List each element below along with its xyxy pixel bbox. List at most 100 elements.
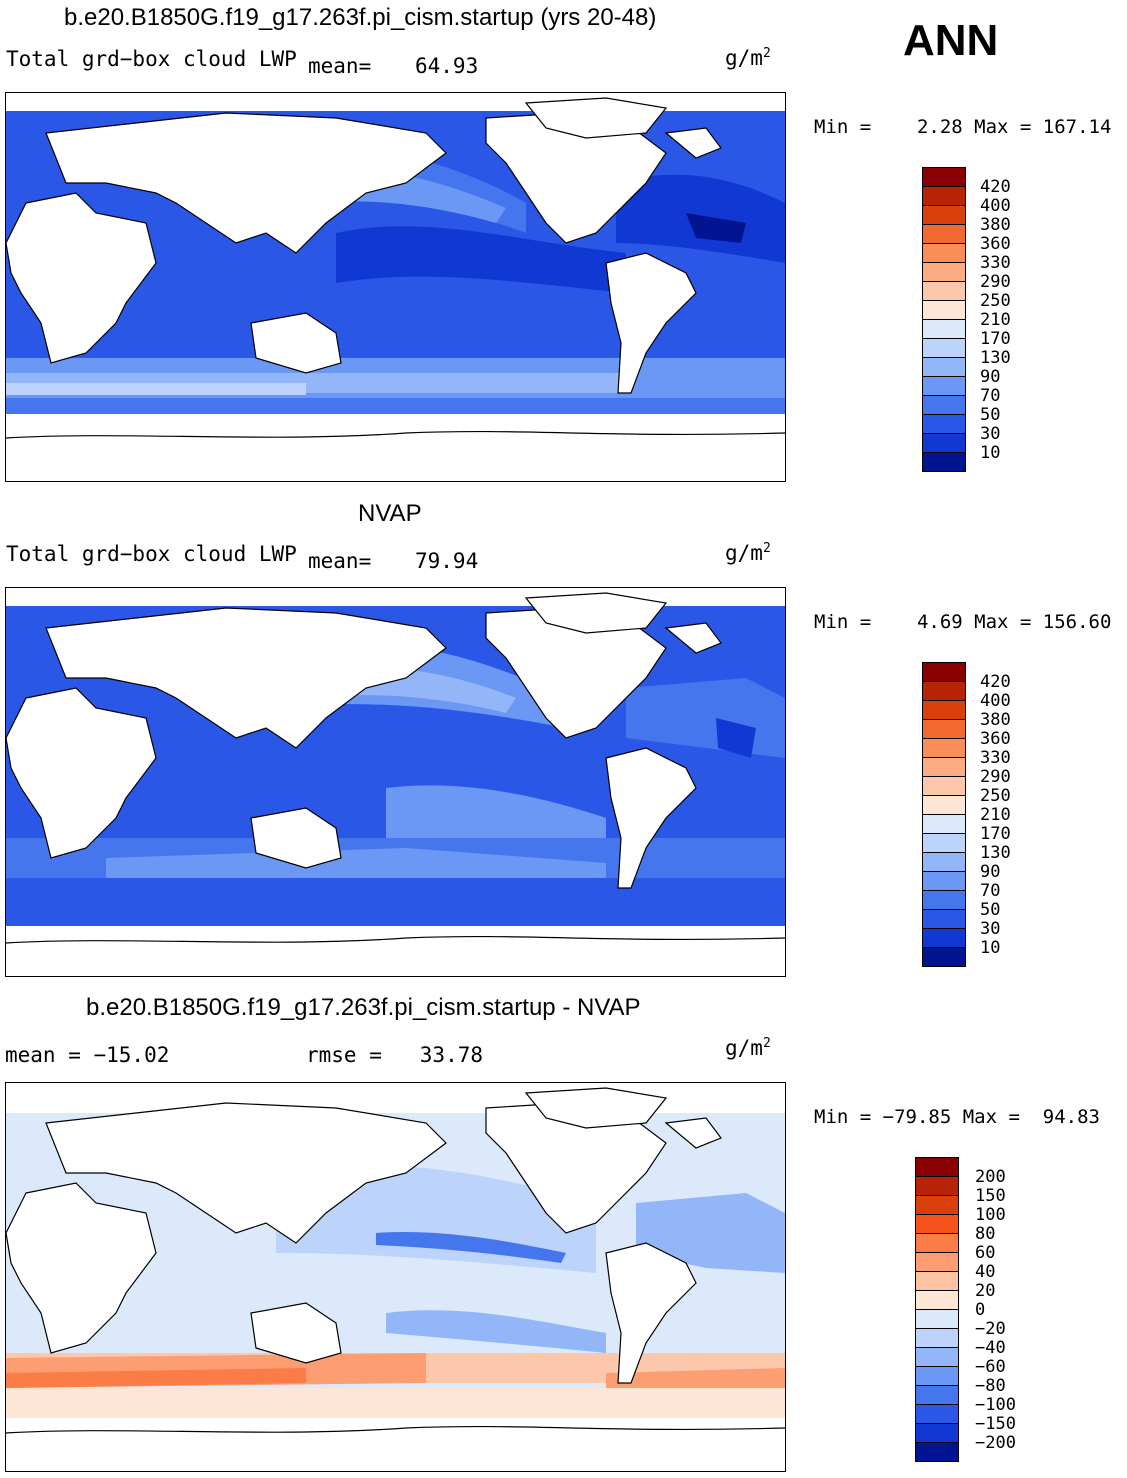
colorbar-tick-label: 210 <box>980 310 1011 330</box>
colorbar-segment <box>916 1234 958 1253</box>
panel3-mean: mean = −15.02 <box>5 1043 170 1067</box>
colorbar-tick-label: 290 <box>980 272 1011 292</box>
panel3-so-pos5 <box>6 1388 785 1418</box>
colorbar-segment <box>923 815 965 834</box>
colorbar-segment <box>923 206 965 225</box>
colorbar-segment <box>916 1272 958 1291</box>
season-label: ANN <box>903 16 999 65</box>
colorbar-tick-label: 360 <box>980 729 1011 749</box>
colorbar-tick-label: 380 <box>980 710 1011 730</box>
colorbar-tick-label: 150 <box>975 1186 1006 1206</box>
colorbar-tick-label: 130 <box>980 348 1011 368</box>
colorbar-segment <box>923 453 965 471</box>
colorbar-tick-label: 290 <box>980 767 1011 787</box>
colorbar-tick-label: 360 <box>980 234 1011 254</box>
panel1-title: b.e20.B1850G.f19_g17.263f.pi_cism.startu… <box>64 4 657 31</box>
colorbar-tick-label: 210 <box>980 805 1011 825</box>
colorbar-segment <box>923 948 965 966</box>
colorbar-segment <box>923 358 965 377</box>
colorbar-segment <box>923 301 965 320</box>
colorbar-tick-label: −60 <box>975 1357 1006 1377</box>
panel3-continents <box>6 1087 722 1384</box>
colorbar-segment <box>923 682 965 701</box>
panel2-colorbar <box>922 662 966 967</box>
panel3-antarctica <box>6 1418 785 1471</box>
colorbar-tick-label: 250 <box>980 786 1011 806</box>
colorbar-tick-label: 200 <box>975 1167 1006 1187</box>
colorbar-tick-label: 330 <box>980 748 1011 768</box>
colorbar-segment <box>923 910 965 929</box>
colorbar-tick-label: 40 <box>975 1262 996 1282</box>
colorbar-segment <box>923 853 965 872</box>
colorbar-tick-label: 70 <box>980 881 1001 901</box>
colorbar-segment <box>923 434 965 453</box>
panel1-units: g/m2 <box>725 46 771 70</box>
panel2-mean-value: 79.94 <box>415 549 479 573</box>
panel3-colorbar <box>915 1157 959 1462</box>
colorbar-segment <box>923 701 965 720</box>
colorbar-segment <box>923 168 965 187</box>
colorbar-tick-label: 170 <box>980 824 1011 844</box>
panel3-spac-band <box>386 1310 606 1353</box>
colorbar-tick-label: 380 <box>980 215 1011 235</box>
panel2-so-band2 <box>106 848 606 878</box>
colorbar-tick-label: 50 <box>980 405 1001 425</box>
panel1-continents <box>6 97 722 394</box>
panel3-so-pos3 <box>6 1368 306 1388</box>
colorbar-segment <box>923 796 965 815</box>
colorbar-segment <box>916 1443 958 1461</box>
panel1-map-canvas <box>6 97 785 481</box>
colorbar-tick-label: 20 <box>975 1281 996 1301</box>
colorbar-tick-label: 0 <box>975 1300 986 1320</box>
colorbar-segment <box>916 1215 958 1234</box>
colorbar-segment <box>923 244 965 263</box>
colorbar-segment <box>916 1329 958 1348</box>
colorbar-tick-label: −20 <box>975 1319 1006 1339</box>
panel1-antarctica <box>6 415 785 481</box>
colorbar-segment <box>923 758 965 777</box>
colorbar-segment <box>923 777 965 796</box>
colorbar-tick-label: 30 <box>980 424 1001 444</box>
colorbar-tick-label: 130 <box>980 843 1011 863</box>
panel2-continents <box>6 592 722 889</box>
panel1-mean-value: 64.93 <box>415 54 479 78</box>
panel2-antarctica-coast <box>6 935 785 944</box>
colorbar-tick-label: −200 <box>975 1433 1016 1453</box>
colorbar-segment <box>916 1405 958 1424</box>
panel3-units: g/m2 <box>725 1036 771 1060</box>
colorbar-segment <box>923 929 965 948</box>
panel1-tropical-band <box>336 226 626 293</box>
colorbar-tick-label: 90 <box>980 862 1001 882</box>
panel1-antarctica-coast <box>6 430 785 439</box>
colorbar-segment <box>923 282 965 301</box>
panel1-min-max: Min = 2.28 Max = 167.14 <box>814 116 1112 138</box>
panel1-natl-max <box>686 213 746 243</box>
colorbar-tick-label: 80 <box>975 1224 996 1244</box>
panel3-antarctica-coast <box>6 1425 785 1434</box>
colorbar-segment <box>923 891 965 910</box>
panel2-title: NVAP <box>358 500 422 527</box>
colorbar-segment <box>923 720 965 739</box>
panel1-map <box>5 92 786 482</box>
colorbar-tick-label: −40 <box>975 1338 1006 1358</box>
colorbar-tick-label: 70 <box>980 386 1001 406</box>
colorbar-tick-label: 400 <box>980 196 1011 216</box>
colorbar-segment <box>923 739 965 758</box>
panel2-map-canvas <box>6 592 785 976</box>
panel3-eq-neg-band <box>376 1232 566 1263</box>
panel3-title: b.e20.B1850G.f19_g17.263f.pi_cism.startu… <box>86 994 641 1021</box>
panel3-so-pos4 <box>606 1368 785 1388</box>
colorbar-tick-label: 400 <box>980 691 1011 711</box>
colorbar-segment <box>923 320 965 339</box>
panel2-mean-label: mean= <box>308 549 372 573</box>
panel3-map-canvas <box>6 1087 785 1471</box>
colorbar-tick-label: −150 <box>975 1414 1016 1434</box>
colorbar-tick-label: 30 <box>980 919 1001 939</box>
panel2-natl-max <box>716 718 756 758</box>
panel3-natl-band <box>636 1193 785 1273</box>
colorbar-tick-label: 10 <box>980 938 1001 958</box>
colorbar-tick-label: 10 <box>980 443 1001 463</box>
colorbar-segment <box>916 1348 958 1367</box>
colorbar-segment <box>923 834 965 853</box>
panel1-mean-label: mean= <box>308 54 372 78</box>
